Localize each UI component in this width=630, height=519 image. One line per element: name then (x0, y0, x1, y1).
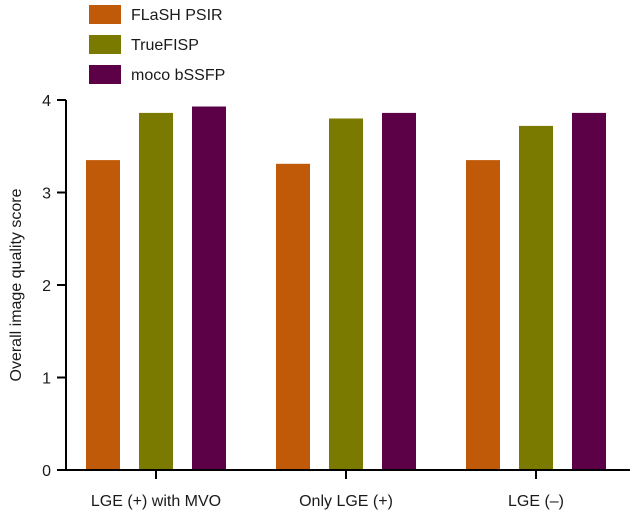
y-tick-label: 2 (42, 278, 51, 295)
y-tick-label: 4 (42, 93, 51, 110)
legend: FLaSH PSIR TrueFISP moco bSSFP (89, 5, 225, 84)
legend-label: FLaSH PSIR (131, 7, 223, 24)
y-tick-label: 3 (42, 186, 51, 203)
bar-moco-bssfp-1 (192, 106, 226, 470)
bar-truefisp-3 (519, 125, 553, 471)
bars-group (86, 106, 606, 471)
legend-item-moco-bssfp: moco bSSFP (89, 65, 225, 84)
x-tick-label: LGE (–) (508, 493, 564, 510)
legend-label: TrueFISP (131, 37, 199, 54)
x-tick-label: Only LGE (+) (299, 493, 393, 510)
legend-label: moco bSSFP (131, 67, 225, 84)
bar-flash-psir-2 (276, 163, 310, 471)
bar-truefisp-2 (329, 118, 363, 470)
x-ticks: LGE (+) with MVO Only LGE (+) LGE (–) (91, 470, 564, 510)
bar-moco-bssfp-2 (382, 112, 416, 471)
bar-flash-psir-1 (86, 160, 120, 470)
y-tick-label: 1 (42, 371, 51, 388)
bar-flash-psir-3 (466, 160, 500, 470)
legend-swatch (89, 5, 121, 24)
bar-moco-bssfp-3 (572, 112, 606, 471)
legend-swatch (89, 35, 121, 54)
y-tick-label: 0 (42, 463, 51, 480)
y-axis-title: Overall image quality score (8, 188, 25, 381)
legend-swatch (89, 65, 121, 84)
y-ticks: 0 1 2 3 4 (42, 93, 66, 480)
bar-truefisp-1 (139, 112, 173, 471)
legend-item-truefisp: TrueFISP (89, 35, 199, 54)
legend-item-flash-psir: FLaSH PSIR (89, 5, 223, 24)
x-tick-label: LGE (+) with MVO (91, 493, 221, 510)
